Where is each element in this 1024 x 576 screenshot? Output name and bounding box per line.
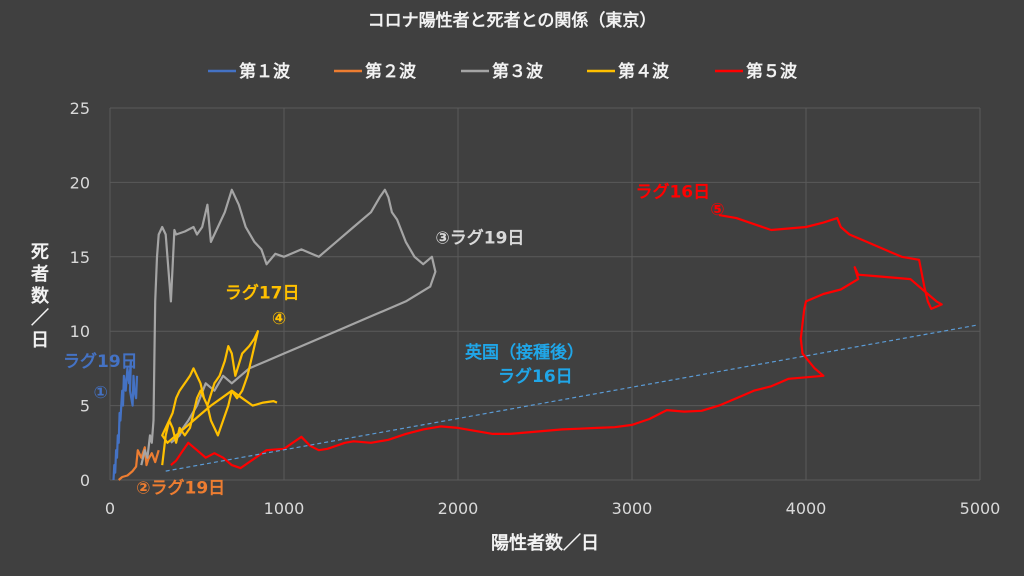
x-tick-label: 5000 (960, 499, 1001, 518)
legend-label: 第３波 (492, 61, 544, 82)
annotation-label: ⑤ (710, 200, 724, 220)
annotations: ラグ19日①②ラグ19日③ラグ19日ラグ17日④ラグ16日⑤英国（接種後）ラグ1… (63, 181, 725, 498)
x-axis-ticks: 0 1000 2000 3000 4000 5000 (105, 499, 1000, 518)
annotation-label: ラグ19日 (63, 351, 138, 372)
y-tick-label: 5 (80, 397, 90, 416)
y-tick-label: 0 (80, 471, 90, 490)
gridlines (109, 107, 981, 481)
x-tick-label: 4000 (786, 499, 827, 518)
series-line-1 (112, 359, 139, 481)
y-axis-title-char: 日 (31, 330, 49, 351)
y-axis-title-char: 数 (31, 285, 50, 307)
y-tick-label: 15 (70, 248, 90, 267)
annotation-label: ④ (272, 309, 286, 329)
annotation-label: ラグ16日 (635, 181, 710, 202)
x-tick-label: 2000 (438, 499, 479, 518)
y-axis-title-char: 者 (30, 264, 49, 285)
legend-label: 第４波 (618, 61, 670, 82)
x-tick-label: 3000 (612, 499, 653, 518)
series-line-6 (165, 324, 977, 472)
x-tick-label: 1000 (264, 499, 305, 518)
y-tick-label: 10 (70, 322, 90, 341)
y-tick-label: 20 (70, 173, 90, 192)
series-line-4 (161, 330, 278, 466)
y-axis-title-char: 死 (31, 242, 49, 263)
annotation-label: ① (93, 383, 107, 403)
series-line-3 (140, 188, 437, 466)
x-axis-title: 陽性者数／日 (491, 532, 599, 554)
y-tick-label: 25 (70, 99, 90, 118)
legend-label: 第５波 (746, 61, 798, 82)
legend-label: 第１波 (239, 61, 291, 82)
series-line-5 (170, 214, 943, 470)
annotation-label: ラグ17日 (225, 282, 300, 303)
series-line-2 (117, 446, 160, 481)
annotation-label: ②ラグ19日 (136, 477, 225, 498)
annotation-label: ③ラグ19日 (435, 227, 524, 248)
x-tick-label: 0 (105, 499, 115, 518)
y-axis-ticks: 0 5 10 15 20 25 (70, 99, 90, 490)
y-axis-title: 死者数／日 (30, 242, 50, 351)
annotation-label: ラグ16日 (498, 366, 573, 387)
legend: 第１波 第２波 第３波 第４波 第５波 (208, 61, 798, 82)
plot-area (112, 188, 977, 481)
y-axis-title-char: ／ (31, 308, 49, 329)
chart-title: コロナ陽性者と死者との関係（東京） (368, 10, 657, 31)
annotation-label: 英国（接種後） (465, 342, 584, 363)
legend-label: 第２波 (365, 61, 417, 82)
